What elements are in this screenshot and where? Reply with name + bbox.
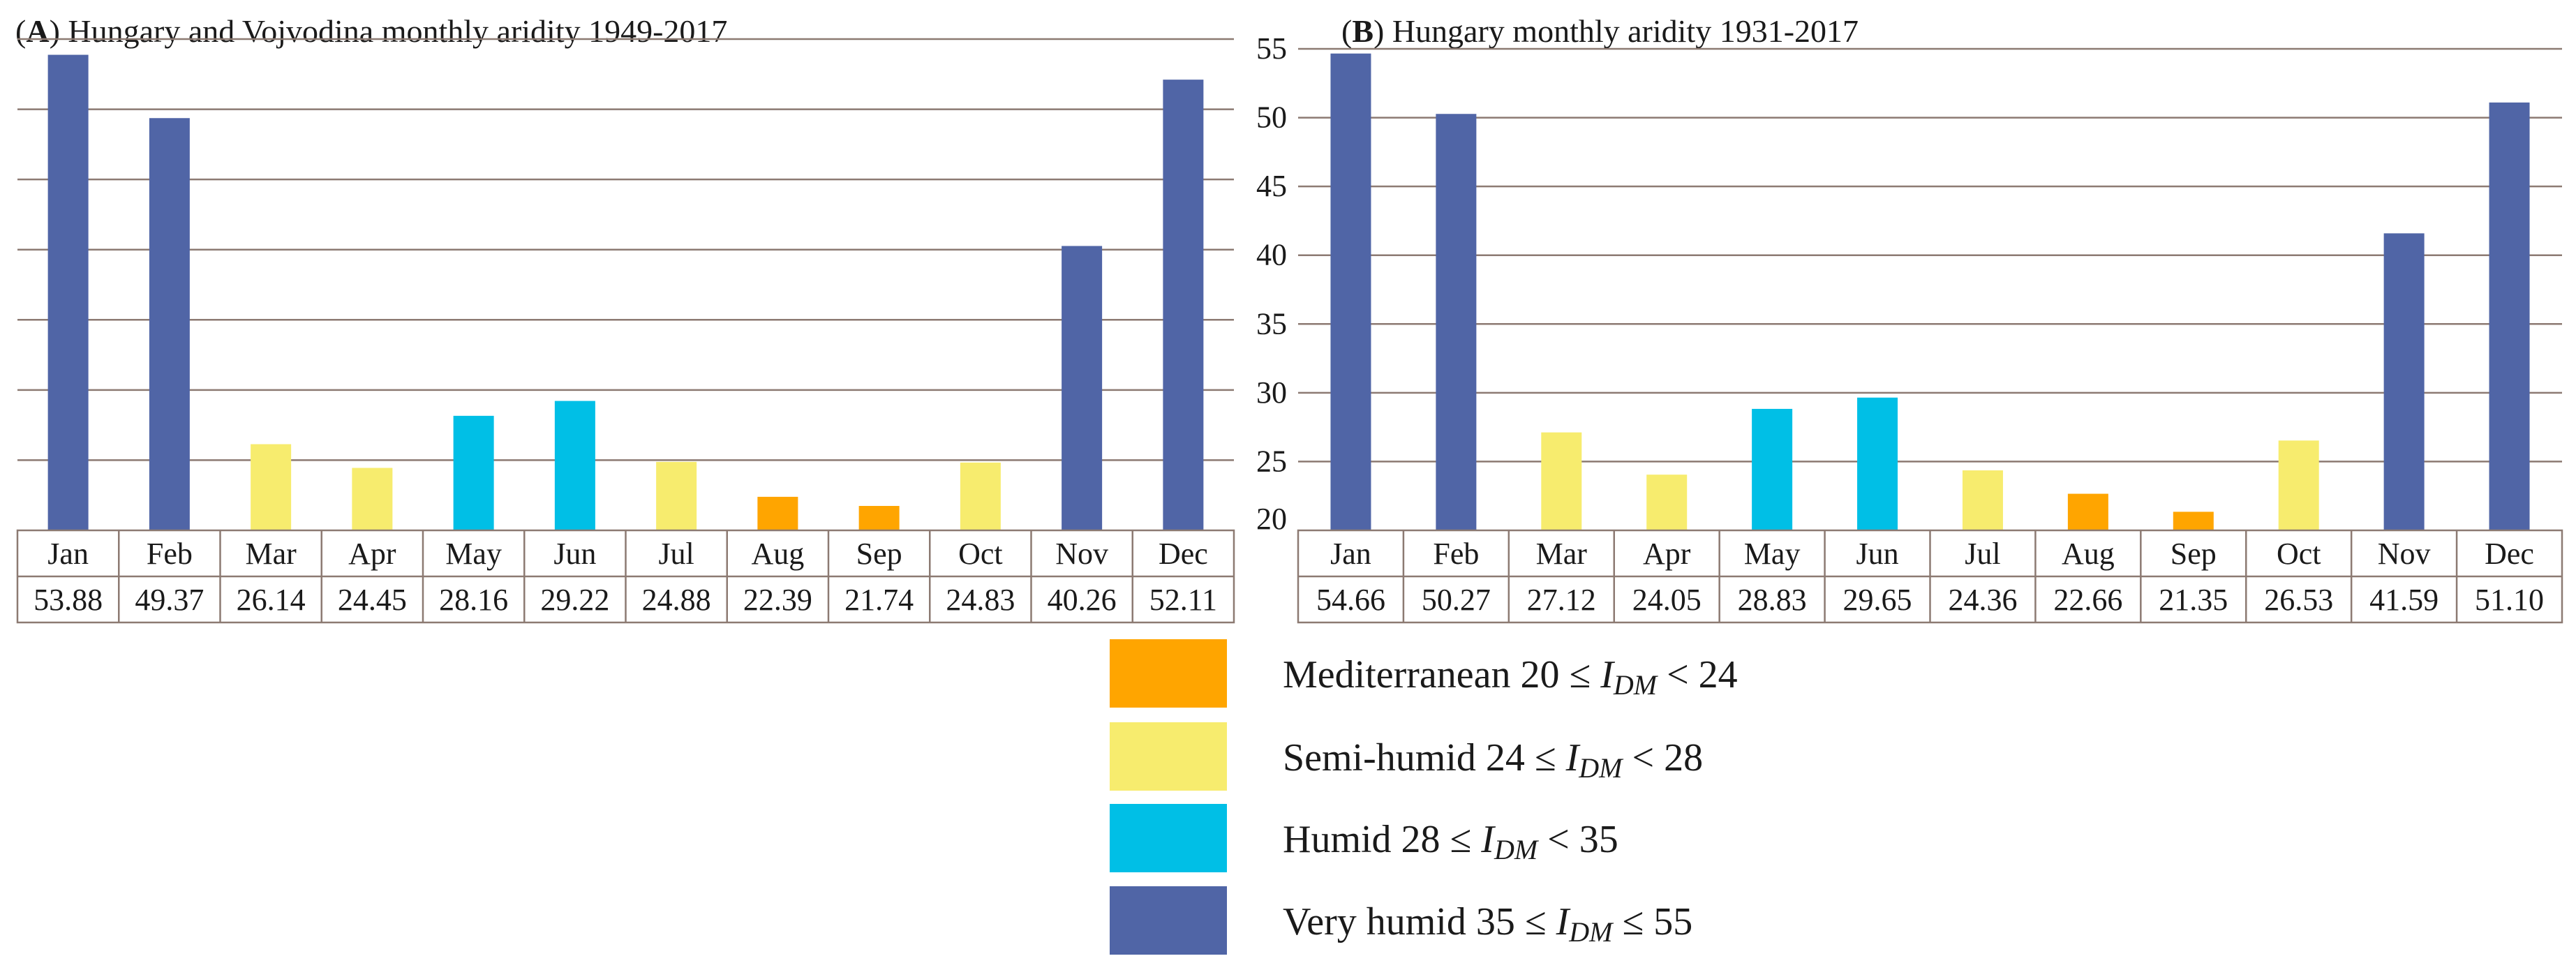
- legend-swatch-humid: [1110, 804, 1227, 872]
- value-label: 53.88: [33, 583, 103, 617]
- value-label: 49.37: [135, 583, 204, 617]
- bar-apr: [352, 468, 393, 530]
- value-label: 29.65: [1843, 583, 1912, 617]
- category-label: Apr: [1643, 537, 1691, 571]
- value-label: 28.83: [1738, 583, 1807, 617]
- panel-a-chart: (A) Hungary and Vojvodina monthly aridit…: [15, 13, 1235, 624]
- value-label: 24.88: [642, 583, 711, 617]
- category-label: Jan: [47, 537, 89, 571]
- value-label: 41.59: [2369, 583, 2439, 617]
- value-label: 28.16: [439, 583, 508, 617]
- bar-jul: [656, 461, 697, 530]
- value-label: 29.22: [540, 583, 609, 617]
- bar-aug: [2067, 493, 2108, 530]
- bar-may: [1752, 408, 1793, 530]
- category-label: Oct: [958, 537, 1003, 571]
- category-label: Aug: [2062, 537, 2115, 571]
- category-label: Sep: [2171, 537, 2217, 571]
- bar-oct: [2278, 440, 2319, 530]
- category-label: Sep: [856, 537, 902, 571]
- value-label: 22.39: [743, 583, 812, 617]
- y-tick-label: 35: [1256, 306, 1287, 341]
- value-label: 24.05: [1632, 583, 1702, 617]
- bar-mar: [1541, 432, 1582, 530]
- bar-nov: [2383, 233, 2425, 530]
- bar-apr: [1646, 475, 1688, 530]
- value-label: 51.10: [2475, 583, 2544, 617]
- y-tick-label: 20: [1256, 502, 1287, 536]
- value-label: 27.12: [1527, 583, 1596, 617]
- panel-b-title: (B) Hungary monthly aridity 1931-2017: [1341, 13, 1859, 49]
- y-tick-label: 30: [1256, 375, 1287, 410]
- category-label: Dec: [1159, 537, 1208, 571]
- legend-label-semi-humid: Semi-humid 24 ≤ IDM < 28: [1283, 736, 1703, 784]
- category-label: Jun: [1856, 537, 1898, 571]
- panel-label: A: [26, 13, 49, 49]
- bar-nov: [1062, 246, 1103, 530]
- category-label: Feb: [147, 537, 193, 571]
- category-label: Dec: [2485, 537, 2534, 571]
- legend-swatch-mediterranean: [1110, 639, 1227, 708]
- category-label: Nov: [1055, 537, 1108, 571]
- data-table: Jan 54.66 Feb 50.27 Mar 27.12 Apr 24.05 May 28.83…: [1297, 529, 2563, 624]
- bar-mar: [251, 444, 292, 530]
- value-label: 24.83: [946, 583, 1015, 617]
- legend-swatch-semi-humid: [1110, 722, 1227, 791]
- legend-swatch-very-humid: [1110, 886, 1227, 955]
- value-label: 26.14: [237, 583, 306, 617]
- value-label: 52.11: [1149, 583, 1217, 617]
- bar-jan: [1330, 53, 1371, 530]
- value-label: 24.36: [1948, 583, 2017, 617]
- value-label: 22.66: [2053, 583, 2122, 617]
- y-tick-label: 25: [1256, 444, 1287, 478]
- legend-label-mediterranean: Mediterranean 20 ≤ IDM < 24: [1283, 653, 1738, 701]
- value-label: 26.53: [2264, 583, 2333, 617]
- panel-label: B: [1352, 13, 1373, 49]
- y-tick-label: 50: [1256, 100, 1287, 135]
- legend-label-very-humid: Very humid 35 ≤ IDM ≤ 55: [1283, 900, 1692, 948]
- category-label: Jul: [658, 537, 694, 571]
- category-label: May: [445, 537, 502, 571]
- value-label: 50.27: [1422, 583, 1491, 617]
- value-label: 54.66: [1316, 583, 1385, 617]
- bar-sep: [858, 506, 900, 530]
- panel-a-title: (A) Hungary and Vojvodina monthly aridit…: [15, 13, 727, 49]
- bar-jan: [47, 54, 89, 530]
- bar-may: [453, 415, 494, 530]
- category-label: Feb: [1433, 537, 1479, 571]
- value-label: 40.26: [1048, 583, 1117, 617]
- bar-feb: [1436, 114, 1477, 531]
- y-tick-label: 45: [1256, 169, 1287, 203]
- category-label: Apr: [348, 537, 396, 571]
- bar-jun: [1857, 397, 1898, 530]
- legend-label-humid: Humid 28 ≤ IDM < 35: [1283, 818, 1618, 865]
- bar-aug: [757, 496, 798, 530]
- aridity-legend: Mediterranean 20 ≤ IDM < 24 Semi-humid 24…: [1110, 639, 1738, 955]
- value-label: 21.74: [844, 583, 914, 617]
- bar-jul: [1962, 470, 2003, 530]
- category-label: Jul: [1965, 537, 2000, 571]
- panel-b-chart: (B) Hungary monthly aridity 1931-2017 25 3…: [1256, 13, 2563, 624]
- value-label: 21.35: [2159, 583, 2228, 617]
- category-label: Nov: [2378, 537, 2431, 571]
- bar-feb: [149, 118, 190, 531]
- bar-sep: [2173, 512, 2214, 530]
- category-label: Oct: [2277, 537, 2321, 571]
- category-label: Mar: [1536, 537, 1588, 571]
- bar-oct: [960, 462, 1001, 530]
- y-tick-label: 40: [1256, 238, 1287, 272]
- bar-jun: [554, 401, 595, 530]
- category-label: Jan: [1330, 537, 1371, 571]
- bar-dec: [1163, 80, 1204, 530]
- y-tick-label: 55: [1256, 31, 1287, 66]
- category-label: May: [1744, 537, 1801, 571]
- bar-dec: [2489, 102, 2530, 530]
- data-table: Jan 53.88 Feb 49.37 Mar 26.14 Apr 24.45 May 28.16…: [16, 529, 1235, 624]
- category-label: Aug: [751, 537, 804, 571]
- category-label: Jun: [553, 537, 596, 571]
- value-label: 24.45: [338, 583, 407, 617]
- category-label: Mar: [245, 537, 297, 571]
